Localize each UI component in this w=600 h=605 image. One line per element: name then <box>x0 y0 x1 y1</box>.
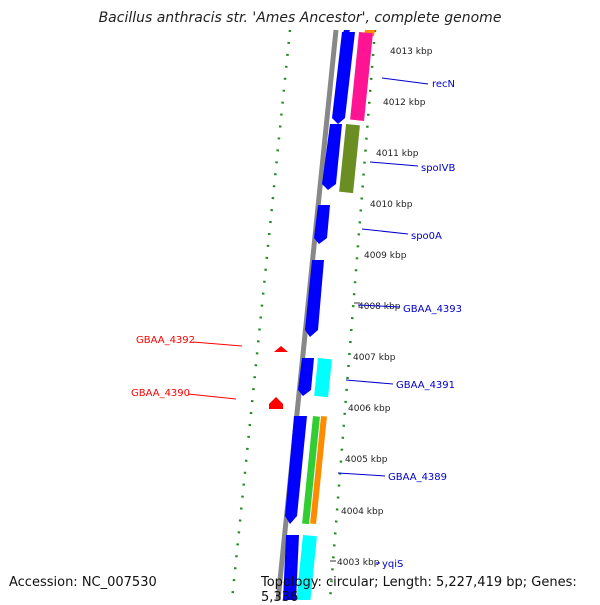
tick-label-4004: 4004 kbp <box>341 507 384 517</box>
tick-label-4003: 4003 kbp <box>337 558 380 568</box>
label-line-spo0A <box>361 228 409 235</box>
gene-GBAA_4391-feature[interactable] <box>314 358 332 398</box>
gene-GBAA_4390-marker[interactable] <box>269 397 283 409</box>
gene-label-GBAA_4391[interactable]: GBAA_4391 <box>396 380 455 391</box>
gene-yqiS-feature[interactable] <box>296 535 317 600</box>
label-line-GBAA_4391 <box>345 379 394 385</box>
label-line-recN <box>381 77 429 85</box>
gene-GBAA_4391-cds[interactable] <box>298 358 314 396</box>
gene-recN-feature[interactable] <box>350 31 373 121</box>
gene-spo0A-cds[interactable] <box>314 205 330 244</box>
gene-spoIVB-feature[interactable] <box>339 123 360 194</box>
tick-label-4008: 4008 kbp <box>358 302 401 312</box>
gene-GBAA_4389-cds[interactable] <box>285 416 307 524</box>
label-line-spoIVB <box>369 161 419 167</box>
tick-label-4009: 4009 kbp <box>364 251 407 261</box>
label-line-GBAA_4393 <box>357 304 401 308</box>
gene-label-GBAA_4390[interactable]: GBAA_4390 <box>131 388 190 399</box>
gene-GBAA_4393-cds[interactable] <box>305 260 324 337</box>
tick-label-4012: 4012 kbp <box>383 98 426 108</box>
gene-GBAA_4389-feature-green[interactable] <box>302 416 320 525</box>
gene-label-recN[interactable]: recN <box>432 79 455 90</box>
gene-label-yqiS[interactable]: yqiS <box>382 559 403 570</box>
tick-label-4005: 4005 kbp <box>345 455 388 465</box>
gene-label-GBAA_4392[interactable]: GBAA_4392 <box>136 335 195 346</box>
label-line-GBAA_4390 <box>187 393 237 400</box>
gene-yqiS-cds[interactable] <box>283 535 299 600</box>
tick-label-4011: 4011 kbp <box>376 149 419 159</box>
gene-label-GBAA_4393[interactable]: GBAA_4393 <box>403 304 462 315</box>
map-title: Bacillus anthracis str. 'Ames Ancestor',… <box>98 10 502 26</box>
label-line-GBAA_4392 <box>192 341 243 347</box>
gene-spoIVB-cds[interactable] <box>322 124 342 190</box>
gene-label-spoIVB[interactable]: spoIVB <box>421 163 455 174</box>
gene-label-GBAA_4389[interactable]: GBAA_4389 <box>388 472 447 483</box>
tick-label-4007: 4007 kbp <box>353 353 396 363</box>
gene-GBAA_4389-feature-orange[interactable] <box>310 416 327 525</box>
label-line-GBAA_4389 <box>337 472 386 477</box>
gene-recN-cds[interactable] <box>332 32 355 124</box>
accession-text: Accession: NC_007530 <box>9 575 157 590</box>
gene-label-spo0A[interactable]: spo0A <box>411 231 442 242</box>
tick-label-4010: 4010 kbp <box>370 200 413 210</box>
tick-label-4006: 4006 kbp <box>348 404 391 414</box>
topology-text: Topology: circular; Length: 5,227,419 bp… <box>261 575 577 605</box>
outer-dotted-track <box>230 29 292 600</box>
gene-GBAA_4392-marker[interactable] <box>274 346 288 352</box>
tick-label-4013: 4013 kbp <box>390 47 433 57</box>
